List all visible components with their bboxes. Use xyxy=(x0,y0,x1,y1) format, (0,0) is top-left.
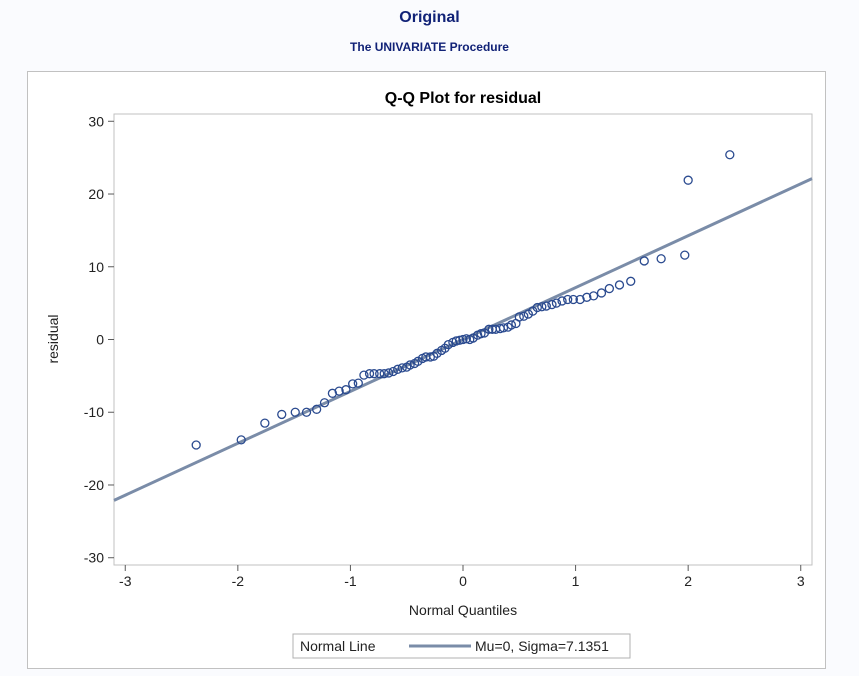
data-point xyxy=(514,312,524,322)
data-point xyxy=(236,435,246,445)
x-axis-label: Normal Quantiles xyxy=(409,602,517,618)
data-point xyxy=(327,388,338,398)
data-point xyxy=(451,336,461,346)
data-point xyxy=(443,339,454,350)
data-point xyxy=(397,363,407,373)
x-tick-label: -3 xyxy=(119,573,132,589)
y-tick-label: -20 xyxy=(84,477,104,493)
data-point xyxy=(568,294,578,305)
data-point xyxy=(604,283,615,294)
y-tick-label: 0 xyxy=(96,332,104,348)
data-point xyxy=(639,256,649,266)
data-point xyxy=(379,369,389,379)
data-point xyxy=(290,407,300,417)
y-tick-label: 30 xyxy=(88,113,104,129)
legend: Normal Line Mu=0, Sigma=7.1351 xyxy=(292,633,631,659)
data-point xyxy=(454,335,465,345)
data-point xyxy=(311,404,322,414)
data-point xyxy=(626,276,636,286)
page-subtitle: The UNIVARIATE Procedure xyxy=(350,40,509,54)
data-point xyxy=(656,254,666,264)
data-point xyxy=(364,369,375,379)
data-point xyxy=(563,294,573,305)
x-tick-label: 2 xyxy=(684,573,692,589)
data-point xyxy=(384,368,394,378)
data-point xyxy=(532,302,542,313)
x-tick-label: -1 xyxy=(344,573,357,589)
data-point xyxy=(301,407,312,417)
data-point xyxy=(277,409,287,420)
data-point xyxy=(588,291,599,301)
data-point xyxy=(191,440,201,450)
data-point xyxy=(369,369,379,379)
data-point xyxy=(582,292,592,302)
data-point xyxy=(575,294,585,305)
data-point xyxy=(547,299,557,310)
data-point xyxy=(359,370,369,380)
data-point xyxy=(557,296,567,306)
page-title: Original xyxy=(399,9,460,26)
data-point xyxy=(537,302,547,312)
x-tick-label: 1 xyxy=(572,573,580,589)
legend-title: Normal Line xyxy=(300,638,376,654)
y-axis-label: residual xyxy=(45,314,61,363)
data-point xyxy=(353,378,363,388)
data-point xyxy=(334,386,344,396)
qq-plot-chart: Q-Q Plot for residual -3 -2 -1 0 1 2 3 3020100… xyxy=(45,90,813,659)
data-point xyxy=(476,329,486,339)
data-point xyxy=(393,364,403,374)
y-tick-label: 20 xyxy=(88,186,104,202)
legend-entry-label: Mu=0, Sigma=7.1351 xyxy=(475,638,609,654)
data-point xyxy=(551,298,562,308)
data-point xyxy=(319,398,330,408)
data-point xyxy=(461,334,472,344)
data-point xyxy=(484,324,494,334)
data-point xyxy=(405,360,415,370)
data-point xyxy=(388,366,398,377)
y-tick-label: -10 xyxy=(84,404,104,420)
data-point xyxy=(260,418,270,428)
data-point xyxy=(348,379,358,389)
x-tick-label: 3 xyxy=(797,573,805,589)
y-tick-label: 10 xyxy=(88,259,104,275)
qq-plot-figure: Q-Q Plot for residual -3 -2 -1 0 1 2 3 30 20 10 0… xyxy=(27,71,826,669)
x-tick-label: 0 xyxy=(459,573,467,589)
y-tick-label: -30 xyxy=(84,550,104,566)
data-point xyxy=(680,250,690,260)
data-point xyxy=(341,385,351,395)
data-point xyxy=(458,334,468,345)
x-tick-label: -2 xyxy=(232,573,245,589)
chart-title: Q-Q Plot for residual xyxy=(385,90,541,107)
data-point xyxy=(596,288,607,298)
data-point xyxy=(614,280,625,290)
data-point xyxy=(506,320,517,330)
data-point xyxy=(519,311,529,321)
data-point xyxy=(498,323,509,333)
data-point xyxy=(375,369,385,379)
data-point xyxy=(725,150,735,160)
data-point xyxy=(541,301,551,311)
data-point xyxy=(683,175,693,185)
